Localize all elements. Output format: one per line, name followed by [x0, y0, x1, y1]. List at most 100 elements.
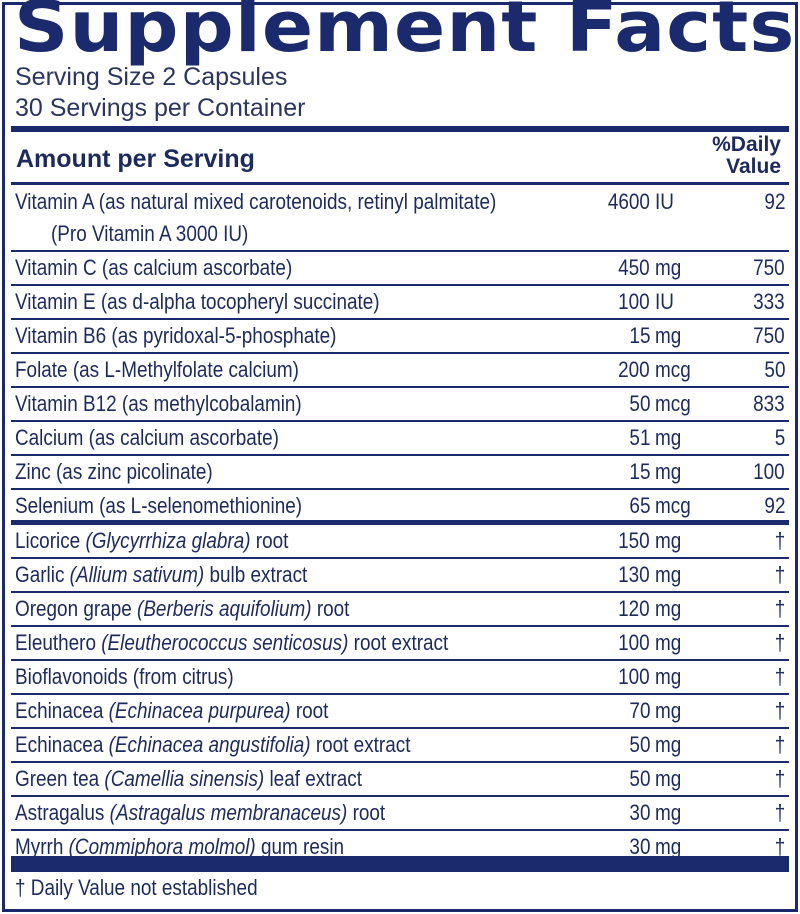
- amount-unit: mg: [655, 255, 682, 280]
- common-name: Bioflavonoids (from citrus): [15, 664, 234, 689]
- amount-value: 50: [628, 766, 650, 791]
- nutrient-name: Zinc (as zinc picolinate): [15, 459, 213, 484]
- amount-value: 51: [628, 425, 650, 450]
- amount-value: 15: [628, 459, 650, 484]
- amount-unit: mg: [655, 800, 682, 825]
- nutrient-name: Vitamin A (as natural mixed carotenoids,…: [15, 189, 497, 214]
- amount-unit: IU: [655, 189, 674, 214]
- plant-part: root: [290, 698, 329, 723]
- amount-unit: mcg: [655, 391, 691, 416]
- amount-unit: mcg: [655, 493, 691, 518]
- amount-unit: IU: [655, 289, 674, 314]
- amount-unit: mg: [655, 323, 682, 348]
- daily-value: 50: [763, 357, 785, 382]
- serving-size: Serving Size 2 Capsules: [15, 63, 288, 91]
- amount-unit: mg: [655, 425, 682, 450]
- amount-unit: mg: [655, 766, 682, 791]
- table-row: Vitamin B12 (as methylcobalamin) 50 mcg 833: [11, 388, 789, 422]
- daily-value: 100: [753, 459, 785, 484]
- common-name: Myrrh: [15, 834, 69, 859]
- daily-value-header: %Daily Value: [712, 134, 781, 178]
- table-row: Astragalus (Astragalus membranaceus) roo…: [11, 797, 789, 831]
- table-row: Calcium (as calcium ascorbate) 51 mg 5: [11, 422, 789, 456]
- nutrient-name: Vitamin E (as d-alpha tocopheryl succina…: [15, 289, 380, 314]
- amount-unit: mg: [655, 630, 682, 655]
- table-row: Echinacea (Echinacea purpurea) root 70 mg †: [11, 695, 789, 729]
- daily-value-dagger: †: [774, 664, 785, 689]
- plant-part: root extract: [310, 732, 411, 757]
- latin-name: (Echinacea purpurea): [108, 698, 291, 723]
- amount-unit: mg: [655, 698, 682, 723]
- amount-unit: mg: [655, 596, 682, 621]
- latin-name: (Berberis aquifolium): [137, 596, 312, 621]
- ingredient-name: Licorice (Glycyrrhiza glabra) root: [15, 528, 288, 554]
- table-row: Eleuthero (Eleutherococcus senticosus) r…: [11, 627, 789, 661]
- latin-name: (Astragalus membranaceus): [109, 800, 348, 825]
- plant-part: root: [311, 596, 350, 621]
- common-name: Astragalus: [15, 800, 110, 825]
- table-row: Myrrh (Commiphora molmol) gum resin 30 mg †: [11, 831, 789, 863]
- latin-name: (Camellia sinensis): [104, 766, 265, 791]
- table-row: Green tea (Camellia sinensis) leaf extra…: [11, 763, 789, 797]
- amount-value: 65: [628, 493, 650, 518]
- amount-value: 50: [628, 732, 650, 757]
- plant-part: root: [347, 800, 386, 825]
- nutrient-name: Calcium (as calcium ascorbate): [15, 425, 279, 450]
- daily-value-dagger: †: [774, 698, 785, 723]
- plant-part: gum resin: [255, 834, 345, 859]
- common-name: Licorice: [15, 528, 86, 553]
- divider-bottom: [11, 856, 789, 872]
- table-row: Vitamin A (as natural mixed carotenoids,…: [11, 186, 789, 252]
- table-row: Bioflavonoids (from citrus) 100 mg †: [11, 661, 789, 695]
- amount-unit: mg: [655, 528, 682, 553]
- amount-value: 100: [618, 630, 650, 655]
- table-row: Selenium (as L-selenomethionine) 65 mcg 92: [11, 490, 789, 525]
- table-row: Vitamin C (as calcium ascorbate) 450 mg 750: [11, 252, 789, 286]
- amount-unit: mg: [655, 459, 682, 484]
- daily-value: 833: [753, 391, 785, 416]
- table-row: Folate (as L-Methylfolate calcium) 200 mcg…: [11, 354, 789, 388]
- common-name: Oregon grape: [15, 596, 138, 621]
- table-row: Oregon grape (Berberis aquifolium) root 1…: [11, 593, 789, 627]
- amount-value: 30: [628, 834, 650, 859]
- table-row: Zinc (as zinc picolinate) 15 mg 100: [11, 456, 789, 490]
- table-row: Vitamin B6 (as pyridoxal-5-phosphate) 15 m…: [11, 320, 789, 354]
- divider-header: [11, 182, 789, 185]
- amount-value: 130: [618, 562, 650, 587]
- table-row: Licorice (Glycyrrhiza glabra) root 150 mg †: [11, 525, 789, 559]
- footnote-text: † Daily Value not established: [15, 875, 258, 900]
- daily-value-dagger: †: [774, 732, 785, 757]
- amount-value: 4600: [607, 189, 650, 214]
- daily-value: 750: [753, 255, 785, 280]
- nutrient-name: Vitamin C (as calcium ascorbate): [15, 255, 293, 280]
- daily-value-dagger: †: [774, 800, 785, 825]
- nutrient-subnote: (Pro Vitamin A 3000 IU): [51, 221, 249, 246]
- latin-name: (Glycyrrhiza glabra): [85, 528, 251, 553]
- latin-name: (Allium sativum): [69, 562, 205, 587]
- latin-name: (Eleutherococcus senticosus): [101, 630, 349, 655]
- ingredient-name: Echinacea (Echinacea angustifolia) root …: [15, 732, 410, 758]
- amount-value: 30: [628, 800, 650, 825]
- daily-value: 5: [774, 425, 785, 450]
- daily-value: 333: [753, 289, 785, 314]
- nutrient-name: Vitamin B6 (as pyridoxal-5-phosphate): [15, 323, 337, 348]
- panel-title: Supplement Facts: [14, 0, 796, 68]
- ingredient-name: Eleuthero (Eleutherococcus senticosus) r…: [15, 630, 448, 656]
- amount-value: 50: [628, 391, 650, 416]
- ingredient-name: Garlic (Allium sativum) bulb extract: [15, 562, 307, 588]
- plant-part: leaf extract: [264, 766, 363, 791]
- latin-name: (Echinacea angustifolia): [108, 732, 311, 757]
- table-row: Vitamin E (as d-alpha tocopheryl succina…: [11, 286, 789, 320]
- amount-unit: mg: [655, 664, 682, 689]
- daily-value-dagger: †: [774, 834, 785, 859]
- amount-unit: mcg: [655, 357, 691, 382]
- ingredient-name: Astragalus (Astragalus membranaceus) roo…: [15, 800, 385, 826]
- amount-value: 120: [618, 596, 650, 621]
- amount-value: 100: [618, 289, 650, 314]
- ingredient-name: Echinacea (Echinacea purpurea) root: [15, 698, 328, 724]
- daily-value-dagger: †: [774, 562, 785, 587]
- nutrient-table: Vitamin A (as natural mixed carotenoids,…: [11, 186, 789, 863]
- dv-header-line2: Value: [726, 155, 781, 178]
- dv-header-line1: %Daily: [712, 133, 781, 156]
- latin-name: (Commiphora molmol): [68, 834, 256, 859]
